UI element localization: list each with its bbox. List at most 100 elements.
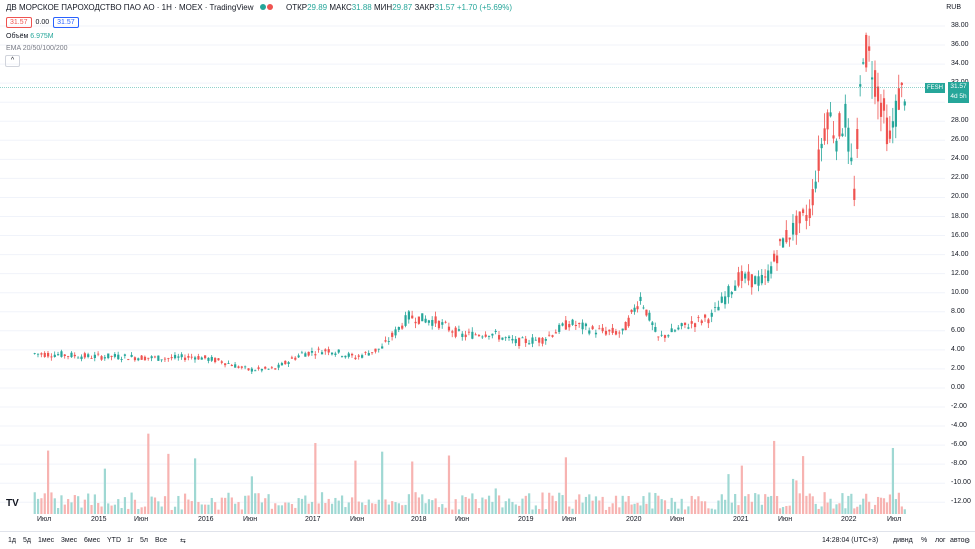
range-all[interactable]: Все	[155, 537, 168, 544]
range-ytd[interactable]: YTD	[107, 537, 121, 544]
tradingview-logo[interactable]: TV	[6, 498, 19, 509]
volume-bar	[431, 500, 434, 514]
volume-bar	[67, 499, 70, 514]
volume-bar	[381, 451, 384, 514]
symbol-title[interactable]: ДВ МОРСКОЕ ПАРОХОДСТВО ПАО АО · 1Н · MOE…	[6, 3, 254, 13]
volume-bar	[811, 496, 814, 514]
candle-body	[720, 296, 723, 303]
volume-bar	[703, 501, 707, 514]
volume-bar	[310, 501, 314, 514]
volume-bar	[247, 495, 250, 514]
candle-body	[417, 316, 421, 324]
candle-body	[36, 353, 40, 355]
volume-bar	[227, 492, 230, 514]
settings-gear-icon[interactable]: ⚙	[964, 538, 971, 545]
volume-bar	[210, 497, 213, 514]
percent-toggle[interactable]: %	[921, 537, 928, 544]
ema-legend[interactable]: EMA 20/50/100/200	[6, 45, 68, 52]
candle-body	[891, 121, 895, 128]
volume-bar	[677, 508, 680, 514]
candle-body	[80, 356, 83, 360]
range-6m[interactable]: 6мес	[84, 537, 101, 544]
candle-body	[885, 117, 889, 145]
x-tick-label: 2019	[518, 516, 534, 523]
volume-bar	[320, 492, 324, 514]
y-tick-label: -4.00	[951, 422, 967, 430]
volume-bar	[798, 493, 801, 514]
volume-bar	[317, 503, 320, 514]
candle-body	[660, 334, 663, 336]
volume-bar	[290, 504, 294, 514]
range-5d[interactable]: 5д	[23, 537, 31, 544]
candle-body	[170, 357, 173, 359]
candle-body	[518, 337, 521, 347]
candle-body	[521, 337, 524, 339]
candle-body	[264, 366, 267, 369]
volume-bar	[548, 492, 551, 514]
market-status-icon	[259, 3, 274, 13]
volume-bar	[594, 496, 598, 514]
collapse-legend-button[interactable]: ^	[5, 55, 20, 67]
volume-bar	[340, 495, 344, 514]
volume-bar	[823, 492, 826, 514]
volume-bar	[850, 493, 853, 514]
volume-bar	[645, 503, 648, 514]
candle-body	[427, 320, 431, 323]
buy-price[interactable]: 31.57	[53, 17, 79, 28]
candle-body	[294, 357, 297, 360]
candle-body	[63, 354, 66, 357]
range-5y[interactable]: 5л	[140, 537, 148, 544]
volume-bar	[601, 496, 604, 514]
candle-body	[639, 296, 642, 302]
volume-bar	[153, 497, 157, 514]
volume-bar	[324, 503, 327, 514]
y-tick-label: -10.00	[951, 479, 971, 487]
candle-body	[421, 313, 424, 322]
volume-bar	[544, 509, 547, 514]
clock[interactable]: 14:28:04 (UTC+3)	[822, 537, 879, 544]
volume-bar	[474, 499, 477, 514]
volume-bar	[80, 507, 83, 514]
volume-bar	[820, 506, 823, 514]
candle-body	[897, 88, 900, 110]
auto-toggle[interactable]: авто	[950, 537, 965, 544]
range-3m[interactable]: 3мес	[61, 537, 78, 544]
candle-body	[357, 355, 360, 357]
volume-bar	[467, 498, 471, 514]
candle-body	[876, 86, 880, 102]
dividends-toggle[interactable]: дивнд	[893, 537, 913, 544]
volume-bar	[660, 499, 663, 514]
volume-bar	[604, 509, 608, 514]
volume-bar	[304, 495, 307, 514]
candle-body	[608, 329, 611, 332]
candle-body	[120, 359, 123, 360]
candle-body	[290, 357, 294, 359]
candle-body	[551, 335, 554, 337]
x-tick-label: 2015	[91, 516, 107, 523]
candle-body	[384, 340, 387, 342]
volume-bar	[636, 502, 639, 514]
bid-ask-row: 31.57 0.00 31.57	[6, 17, 79, 28]
volume-bar	[297, 498, 300, 514]
candle-body	[578, 322, 581, 325]
volume-bar	[805, 495, 808, 514]
volume-bar	[538, 508, 541, 514]
candle-body	[750, 274, 753, 288]
sell-price[interactable]: 31.57	[6, 17, 32, 28]
range-1m[interactable]: 1мес	[38, 537, 55, 544]
log-toggle[interactable]: лог	[935, 537, 946, 544]
date-range-icon[interactable]: ⇆	[180, 538, 186, 545]
candle-body	[744, 273, 747, 279]
range-1d[interactable]: 1д	[8, 537, 16, 544]
volume-bar	[835, 504, 838, 514]
spread: 0.00	[35, 19, 50, 26]
volume-bar	[33, 492, 36, 514]
x-tick-label: Июн	[455, 516, 470, 523]
candle-body	[618, 332, 621, 334]
candle-body	[611, 327, 614, 333]
candle-body	[524, 338, 527, 344]
range-1y[interactable]: 1г	[127, 537, 134, 544]
volume-bar	[497, 495, 501, 514]
currency-label[interactable]: RUB	[946, 4, 961, 11]
